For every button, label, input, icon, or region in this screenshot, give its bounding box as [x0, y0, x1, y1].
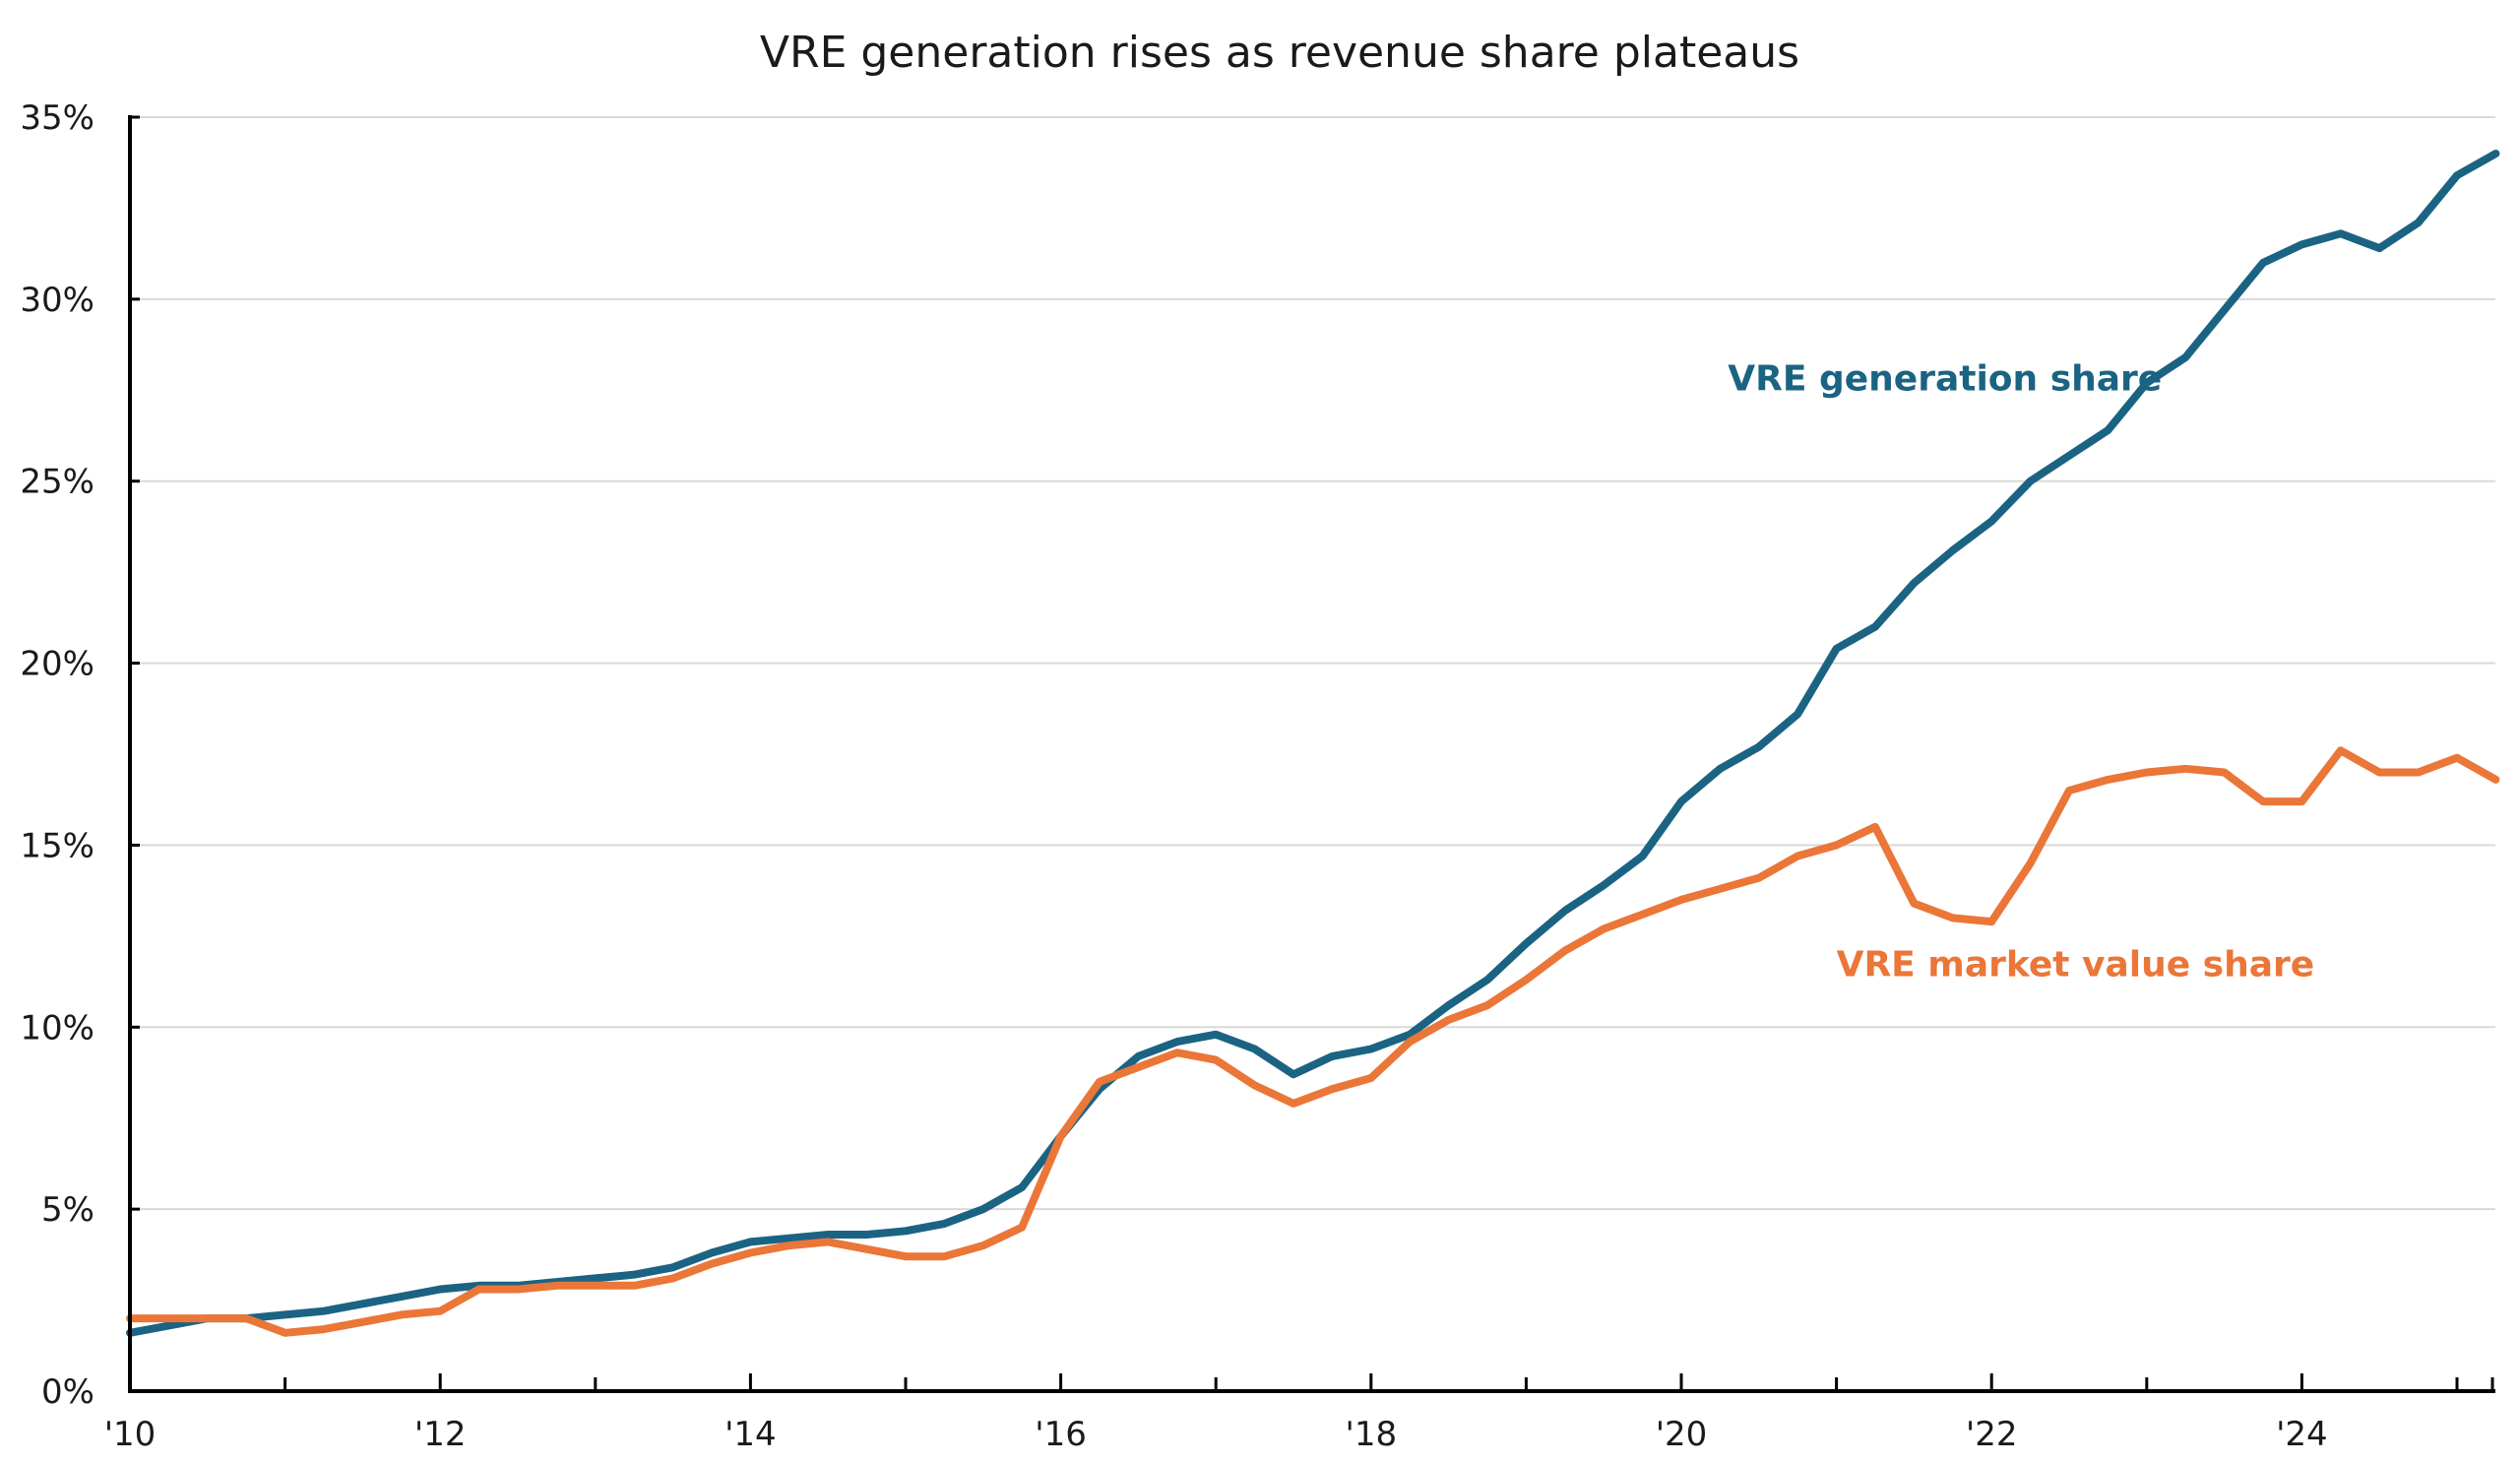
x-tick-labels: '10 '12 '14 '16 '18 '20 '22 '24: [104, 1373, 2494, 1454]
gridlines: [130, 116, 2495, 1211]
y-tick-label: 15%: [20, 826, 94, 865]
x-tick-label: '16: [1035, 1415, 1087, 1454]
y-tick-label: 5%: [41, 1190, 94, 1230]
y-tick-label: 0%: [41, 1372, 94, 1412]
y-tick-label: 30%: [20, 281, 94, 320]
x-tick-label: '14: [724, 1415, 777, 1454]
chart-title: VRE generation rises as revenue share pl…: [760, 28, 1799, 78]
y-tick-label: 20%: [20, 645, 94, 684]
y-tick-label: 35%: [20, 98, 94, 138]
series-label-generation-share: VRE generation share: [1728, 358, 2162, 399]
x-tick-label: '22: [1966, 1415, 2018, 1454]
y-tick-label: 10%: [20, 1008, 94, 1048]
series-labels: VRE generation share VRE market value sha…: [1728, 358, 2314, 985]
series-line-market-value-share: [126, 746, 2500, 1337]
x-tick-label: '20: [1656, 1415, 1708, 1454]
x-tick-label: '18: [1345, 1415, 1397, 1454]
series-lines: [126, 150, 2500, 1337]
axes: [128, 115, 2495, 1393]
x-tick-label: '24: [2276, 1415, 2328, 1454]
x-tick-label: '12: [414, 1415, 467, 1454]
series-label-market-value-share: VRE market value share: [1837, 945, 2315, 986]
y-tick-labels: 0% 5% 10% 15% 20% 25% 30% 35%: [20, 98, 140, 1412]
x-tick-label: '10: [104, 1415, 157, 1454]
y-tick-label: 25%: [20, 463, 94, 502]
series-line-generation-share: [126, 150, 2500, 1337]
